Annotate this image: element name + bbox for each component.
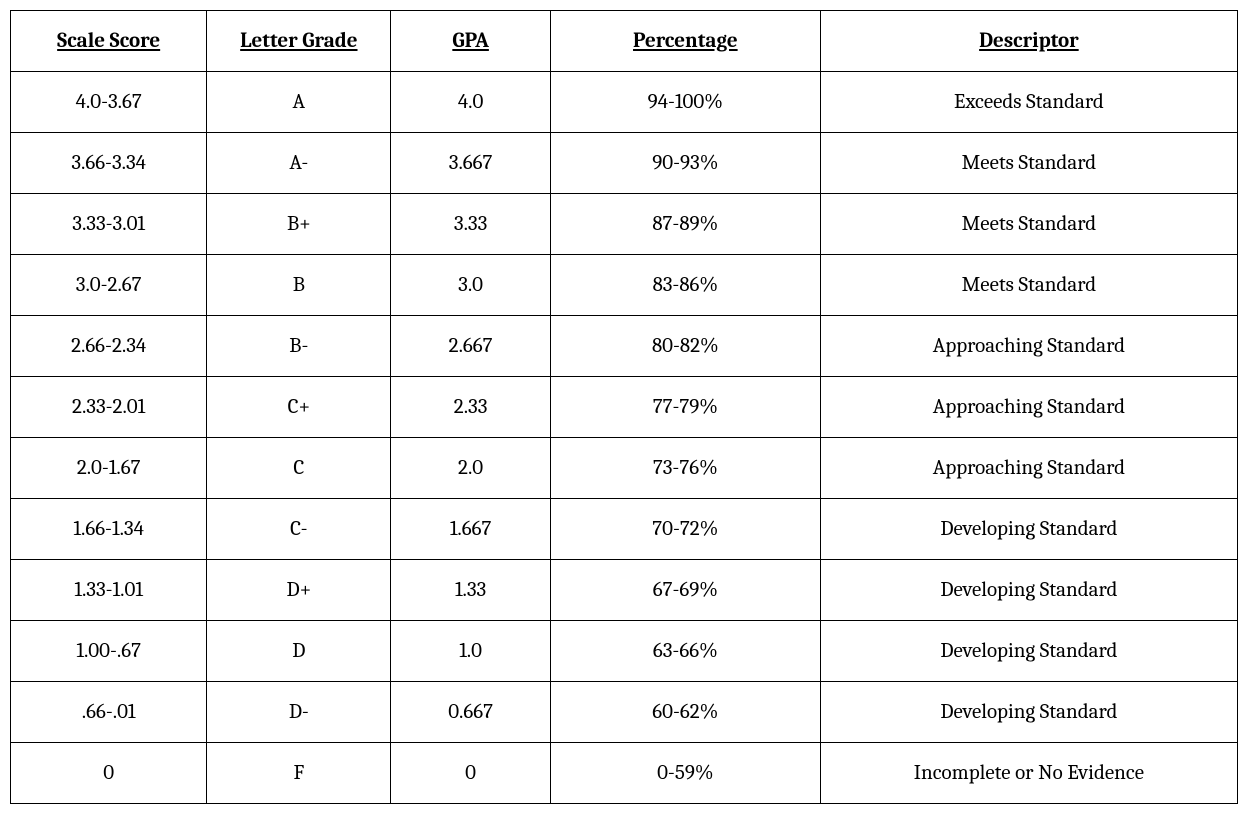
table-row: 2.66-2.34 B- 2.667 80-82% Approaching St… xyxy=(11,316,1238,377)
cell-letter-grade: C xyxy=(207,438,391,499)
table-row: 3.33-3.01 B+ 3.33 87-89% Meets Standard xyxy=(11,194,1238,255)
cell-gpa: 4.0 xyxy=(391,72,551,133)
cell-letter-grade: C- xyxy=(207,499,391,560)
cell-letter-grade: D- xyxy=(207,682,391,743)
cell-letter-grade: A- xyxy=(207,133,391,194)
cell-scale-score: 2.0-1.67 xyxy=(11,438,207,499)
cell-gpa: 0 xyxy=(391,743,551,804)
cell-scale-score: 4.0-3.67 xyxy=(11,72,207,133)
cell-gpa: 1.0 xyxy=(391,621,551,682)
cell-letter-grade: D+ xyxy=(207,560,391,621)
cell-percentage: 0-59% xyxy=(550,743,820,804)
cell-descriptor: Incomplete or No Evidence xyxy=(820,743,1237,804)
cell-scale-score: 2.66-2.34 xyxy=(11,316,207,377)
cell-letter-grade: A xyxy=(207,72,391,133)
table-row: 3.66-3.34 A- 3.667 90-93% Meets Standard xyxy=(11,133,1238,194)
cell-percentage: 73-76% xyxy=(550,438,820,499)
table-row: 4.0-3.67 A 4.0 94-100% Exceeds Standard xyxy=(11,72,1238,133)
cell-descriptor: Developing Standard xyxy=(820,499,1237,560)
header-gpa: GPA xyxy=(391,11,551,72)
cell-letter-grade: B+ xyxy=(207,194,391,255)
cell-percentage: 94-100% xyxy=(550,72,820,133)
cell-percentage: 80-82% xyxy=(550,316,820,377)
cell-letter-grade: F xyxy=(207,743,391,804)
table-header-row: Scale Score Letter Grade GPA Percentage … xyxy=(11,11,1238,72)
cell-gpa: 3.33 xyxy=(391,194,551,255)
cell-descriptor: Developing Standard xyxy=(820,682,1237,743)
cell-descriptor: Meets Standard xyxy=(820,133,1237,194)
cell-gpa: 3.667 xyxy=(391,133,551,194)
cell-gpa: 1.33 xyxy=(391,560,551,621)
cell-scale-score: 3.66-3.34 xyxy=(11,133,207,194)
table-row: .66-.01 D- 0.667 60-62% Developing Stand… xyxy=(11,682,1238,743)
cell-descriptor: Exceeds Standard xyxy=(820,72,1237,133)
cell-gpa: 0.667 xyxy=(391,682,551,743)
header-scale-score: Scale Score xyxy=(11,11,207,72)
table-row: 1.66-1.34 C- 1.667 70-72% Developing Sta… xyxy=(11,499,1238,560)
cell-percentage: 67-69% xyxy=(550,560,820,621)
table-row: 2.33-2.01 C+ 2.33 77-79% Approaching Sta… xyxy=(11,377,1238,438)
cell-scale-score: .66-.01 xyxy=(11,682,207,743)
cell-letter-grade: D xyxy=(207,621,391,682)
cell-gpa: 2.33 xyxy=(391,377,551,438)
table-row: 1.33-1.01 D+ 1.33 67-69% Developing Stan… xyxy=(11,560,1238,621)
header-letter-grade: Letter Grade xyxy=(207,11,391,72)
table-row: 2.0-1.67 C 2.0 73-76% Approaching Standa… xyxy=(11,438,1238,499)
header-percentage: Percentage xyxy=(550,11,820,72)
cell-scale-score: 1.00-.67 xyxy=(11,621,207,682)
cell-scale-score: 3.0-2.67 xyxy=(11,255,207,316)
cell-descriptor: Meets Standard xyxy=(820,194,1237,255)
header-descriptor: Descriptor xyxy=(820,11,1237,72)
cell-gpa: 1.667 xyxy=(391,499,551,560)
cell-descriptor: Approaching Standard xyxy=(820,377,1237,438)
cell-descriptor: Approaching Standard xyxy=(820,438,1237,499)
cell-percentage: 83-86% xyxy=(550,255,820,316)
cell-percentage: 60-62% xyxy=(550,682,820,743)
cell-descriptor: Developing Standard xyxy=(820,560,1237,621)
cell-letter-grade: B xyxy=(207,255,391,316)
cell-descriptor: Meets Standard xyxy=(820,255,1237,316)
cell-descriptor: Approaching Standard xyxy=(820,316,1237,377)
grading-scale-table: Scale Score Letter Grade GPA Percentage … xyxy=(10,10,1238,804)
cell-scale-score: 2.33-2.01 xyxy=(11,377,207,438)
cell-percentage: 63-66% xyxy=(550,621,820,682)
cell-percentage: 90-93% xyxy=(550,133,820,194)
cell-percentage: 70-72% xyxy=(550,499,820,560)
cell-letter-grade: C+ xyxy=(207,377,391,438)
cell-scale-score: 0 xyxy=(11,743,207,804)
table-body: 4.0-3.67 A 4.0 94-100% Exceeds Standard … xyxy=(11,72,1238,804)
cell-scale-score: 3.33-3.01 xyxy=(11,194,207,255)
table-row: 0 F 0 0-59% Incomplete or No Evidence xyxy=(11,743,1238,804)
cell-percentage: 87-89% xyxy=(550,194,820,255)
cell-descriptor: Developing Standard xyxy=(820,621,1237,682)
table-row: 3.0-2.67 B 3.0 83-86% Meets Standard xyxy=(11,255,1238,316)
table-row: 1.00-.67 D 1.0 63-66% Developing Standar… xyxy=(11,621,1238,682)
cell-scale-score: 1.33-1.01 xyxy=(11,560,207,621)
cell-gpa: 3.0 xyxy=(391,255,551,316)
cell-letter-grade: B- xyxy=(207,316,391,377)
cell-gpa: 2.667 xyxy=(391,316,551,377)
cell-scale-score: 1.66-1.34 xyxy=(11,499,207,560)
cell-gpa: 2.0 xyxy=(391,438,551,499)
cell-percentage: 77-79% xyxy=(550,377,820,438)
